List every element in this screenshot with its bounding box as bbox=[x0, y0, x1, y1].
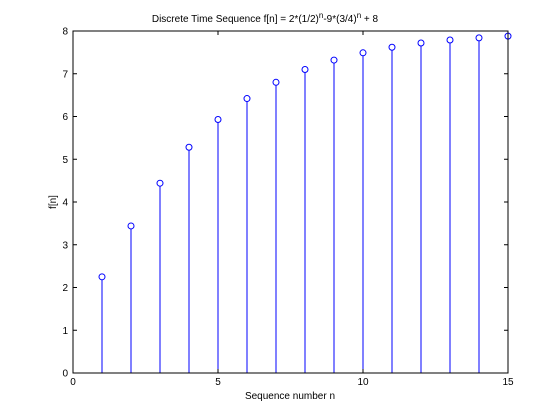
y-tick-label: 5 bbox=[62, 155, 68, 166]
y-tick-label: 8 bbox=[62, 27, 68, 38]
y-tick-label: 7 bbox=[62, 69, 68, 80]
stems-layer bbox=[98, 32, 512, 373]
x-tick-label: 10 bbox=[357, 377, 369, 388]
title-exponent-1: n bbox=[319, 11, 323, 20]
y-axis-label: f[n] bbox=[48, 195, 59, 209]
y-tick-label: 2 bbox=[62, 283, 68, 294]
stem-marker bbox=[359, 49, 367, 57]
y-tick-label: 6 bbox=[62, 112, 68, 123]
title-exponent-2: n bbox=[357, 11, 361, 20]
y-tick-label: 3 bbox=[62, 240, 68, 251]
stem-marker bbox=[98, 273, 106, 281]
stem-marker bbox=[185, 143, 193, 151]
y-tick-label: 4 bbox=[62, 198, 68, 209]
stem-marker bbox=[156, 179, 164, 187]
stem-marker bbox=[127, 222, 135, 230]
stem-marker bbox=[388, 43, 396, 51]
stem-marker bbox=[272, 78, 280, 86]
x-tick-label: 0 bbox=[70, 377, 76, 388]
stem-marker bbox=[243, 95, 251, 103]
y-tick-label: 1 bbox=[62, 326, 68, 337]
stem-marker bbox=[417, 39, 425, 47]
stem-marker bbox=[446, 36, 454, 44]
stem-marker bbox=[475, 34, 483, 42]
y-tick-label: 0 bbox=[62, 369, 68, 380]
chart-title: Discrete Time Sequence f[n] = 2*(1/2)n-9… bbox=[152, 11, 379, 25]
stem-marker bbox=[214, 115, 222, 123]
x-tick-label: 5 bbox=[215, 377, 221, 388]
ticks-layer: 0 5 10 15 0 1 2 3 4 5 6 7 8 bbox=[62, 27, 514, 389]
stem-marker bbox=[301, 65, 309, 73]
x-tick-label: 15 bbox=[502, 377, 514, 388]
plot-background bbox=[73, 31, 508, 373]
x-axis-label: Sequence number n bbox=[245, 391, 335, 402]
plot-frame bbox=[72, 30, 509, 374]
stem-marker bbox=[330, 56, 338, 64]
